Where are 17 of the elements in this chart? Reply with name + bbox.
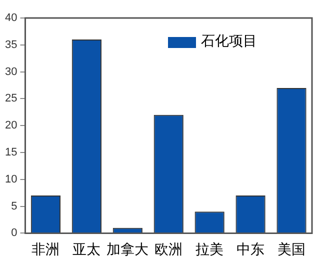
x-tick-label: 美国 bbox=[278, 242, 306, 258]
y-tick-label: 20 bbox=[4, 120, 18, 132]
x-tick-label: 非洲 bbox=[32, 242, 60, 258]
y-tick-label: 10 bbox=[4, 173, 18, 186]
y-tick-label: 40 bbox=[4, 12, 18, 24]
legend-label: 石化项目 bbox=[201, 34, 257, 50]
y-tick-label: 15 bbox=[4, 146, 18, 159]
x-tick-label: 拉美 bbox=[196, 242, 224, 258]
x-tick-label: 加拿大 bbox=[106, 242, 149, 258]
y-tick-label: 35 bbox=[4, 38, 18, 51]
x-tick-label: 亚太 bbox=[72, 242, 101, 258]
y-tick-label: 25 bbox=[4, 92, 18, 105]
x-tick-label: 中东 bbox=[236, 242, 265, 258]
y-tick-label: 0 bbox=[11, 227, 18, 240]
y-tick-label: 30 bbox=[4, 66, 18, 78]
y-tick-label: 5 bbox=[11, 200, 18, 212]
x-tick-label: 欧洲 bbox=[154, 242, 183, 258]
